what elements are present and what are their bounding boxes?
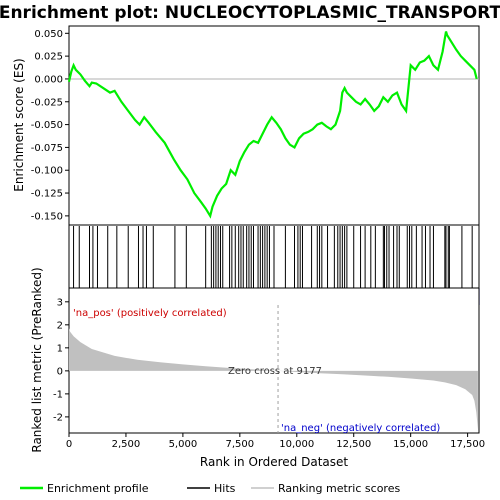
es-y-tick-label: -0.100 xyxy=(31,166,63,177)
es-y-tick-label: -0.075 xyxy=(31,143,63,154)
rank-y-tick-label: 1 xyxy=(57,343,63,354)
es-y-tick-label: -0.150 xyxy=(31,211,63,222)
rank-y-tick-label: -2 xyxy=(53,412,63,423)
es-y-tick-label: 0.000 xyxy=(34,74,63,85)
es-y-tick-label: 0.050 xyxy=(34,29,63,40)
es-y-tick-label: -0.025 xyxy=(31,97,63,108)
rank-y-label: Ranked list metric (PreRanked) xyxy=(30,267,44,452)
hits-panel xyxy=(68,224,480,289)
chart-title: Enrichment plot: NUCLEOCYTOPLASMIC_TRANS… xyxy=(0,3,500,23)
rank-y-ticks: 3 2 1 0 -1 -2 xyxy=(53,297,69,423)
es-profile-line xyxy=(67,31,478,219)
rank-x-tick-label: 17,500 xyxy=(450,439,485,450)
negative-label: 'na_neg' (negatively correlated) xyxy=(281,423,440,434)
es-panel-frame xyxy=(68,25,480,226)
legend: Enrichment profile Hits Ranking metric s… xyxy=(20,482,400,495)
es-panel: 0.050 0.025 0.000 -0.025 -0.050 -0.075 -0.100 -… xyxy=(12,25,480,226)
rank-x-tick-label: 15,000 xyxy=(393,439,428,450)
rank-x-tick-label: 10,000 xyxy=(279,439,314,450)
rank-y-tick-label: 3 xyxy=(57,297,63,308)
legend-label-hits: Hits xyxy=(214,482,236,495)
legend-label-enrichment: Enrichment profile xyxy=(47,482,149,495)
zero-cross-label: Zero cross at 9177 xyxy=(228,366,322,377)
rank-y-tick-label: 0 xyxy=(57,366,63,377)
rank-x-tick-label: 0 xyxy=(66,439,72,450)
legend-label-ranking: Ranking metric scores xyxy=(278,482,400,495)
rank-x-ticks: 0 2,500 5,000 7,500 10,000 12,500 15,000 17,500 xyxy=(66,433,485,450)
positive-label: 'na_pos' (positively correlated) xyxy=(73,308,227,319)
hit-markers xyxy=(73,226,473,288)
es-y-tick-label: 0.025 xyxy=(34,52,63,63)
es-y-tick-label: -0.050 xyxy=(31,120,63,131)
es-y-label: Enrichment score (ES) xyxy=(12,58,26,191)
rank-x-label: Rank in Ordered Dataset xyxy=(200,455,348,469)
rank-x-tick-label: 12,500 xyxy=(336,439,371,450)
es-y-ticks: 0.050 0.025 0.000 -0.025 -0.050 -0.075 -0.100 -… xyxy=(31,29,69,222)
rank-y-tick-label: -1 xyxy=(53,389,63,400)
rank-y-tick-label: 2 xyxy=(57,320,63,331)
rank-panel: 3 2 1 0 -1 -2 0 2,500 5,000 7,500 10,000 12,500 15,… xyxy=(30,267,485,469)
rank-x-tick-label: 5,000 xyxy=(169,439,198,450)
rank-x-tick-label: 7,500 xyxy=(226,439,255,450)
rank-x-tick-label: 2,500 xyxy=(112,439,141,450)
es-y-tick-label: -0.125 xyxy=(31,189,63,200)
